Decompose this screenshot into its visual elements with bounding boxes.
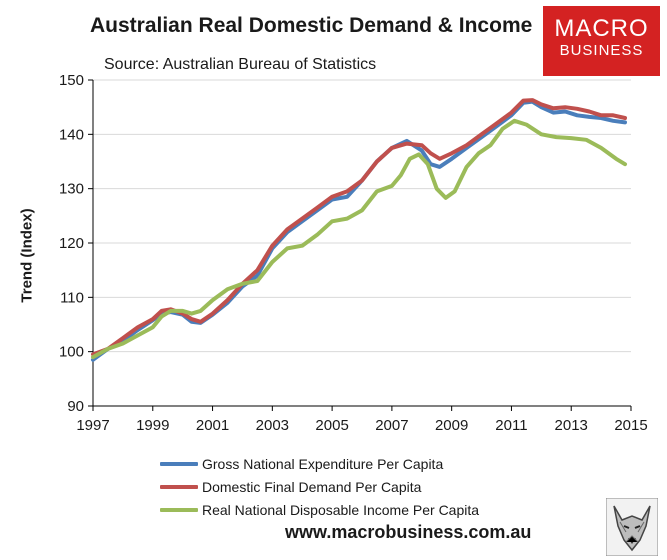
chart-legend: Gross National Expenditure Per Capita Do…: [160, 452, 479, 521]
x-tick-label-1997: 1997: [76, 417, 109, 434]
logo-line-2: BUSINESS: [559, 42, 644, 59]
chart-gridlines: [93, 79, 631, 353]
y-tick-label-150: 150: [59, 72, 84, 89]
y-tick-label-130: 130: [59, 181, 84, 198]
y-tick-label-110: 110: [60, 289, 84, 306]
legend-swatch-dfd: [160, 484, 198, 489]
chart-series-lines: [91, 98, 627, 362]
x-tick-label-2015: 2015: [614, 417, 647, 434]
x-tick-label-2013: 2013: [555, 417, 588, 434]
x-tick-label-2005: 2005: [315, 417, 348, 434]
footer-url[interactable]: www.macrobusiness.com.au: [285, 522, 532, 542]
x-tick-label-2003: 2003: [256, 417, 289, 434]
series-line-2: [91, 118, 627, 360]
legend-label-dfd: Domestic Final Demand Per Capita: [202, 478, 422, 495]
series-line-1: [91, 98, 627, 357]
legend-item-gne: Gross National Expenditure Per Capita: [160, 452, 479, 475]
y-tick-labels: 90 100 110 120 130 140 150: [59, 72, 84, 415]
legend-swatch-rndi: [160, 507, 198, 512]
legend-item-rndi: Real National Disposable Income Per Capi…: [160, 498, 479, 521]
legend-item-dfd: Domestic Final Demand Per Capita: [160, 475, 479, 498]
x-tick-label-2009: 2009: [435, 417, 468, 434]
series-line-0: [91, 99, 627, 362]
logo-line-1: MACRO: [554, 15, 649, 42]
legend-swatch-gne: [160, 461, 198, 466]
chart-axes: [88, 79, 632, 411]
x-tick-label-2007: 2007: [375, 417, 408, 434]
legend-label-rndi: Real National Disposable Income Per Capi…: [202, 501, 480, 518]
chart-source: Source: Australian Bureau of Statistics: [104, 56, 377, 73]
chart-title: Australian Real Domestic Demand & Income: [90, 14, 533, 37]
wolf-icon: [606, 498, 658, 556]
y-tick-label-120: 120: [59, 235, 84, 252]
y-tick-label-100: 100: [59, 344, 84, 361]
y-tick-label-90: 90: [67, 398, 84, 415]
x-tick-labels: 1997 1999 2001 2003 2005 2007 2009 2011 2013 2015: [76, 417, 647, 434]
x-tick-label-2001: 2001: [196, 417, 229, 434]
legend-label-gne: Gross National Expenditure Per Capita: [202, 455, 444, 472]
y-tick-label-140: 140: [59, 126, 84, 143]
x-tick-label-1999: 1999: [136, 417, 169, 434]
macrobusiness-logo[interactable]: MACRO BUSINESS: [543, 6, 660, 76]
x-tick-label-2011: 2011: [495, 417, 527, 434]
